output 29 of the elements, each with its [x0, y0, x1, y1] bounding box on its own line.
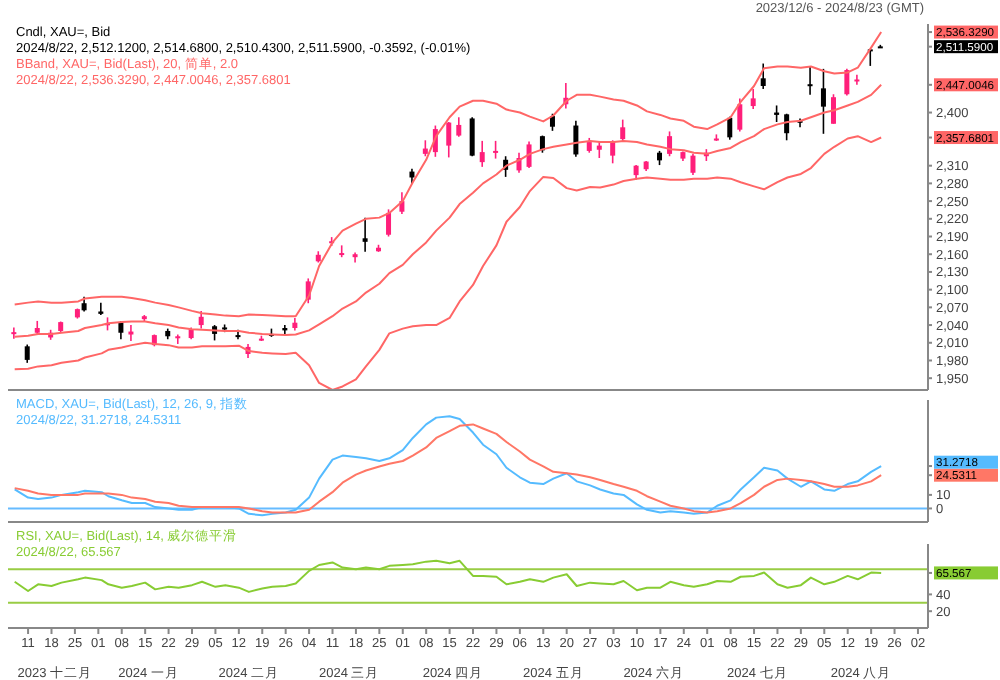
candlestick: [479, 140, 485, 168]
candlestick: [620, 118, 626, 143]
candlestick: [830, 93, 836, 125]
line-series: [13, 135, 883, 390]
candlestick: [690, 153, 696, 176]
candlestick: [526, 140, 532, 169]
candlestick: [446, 121, 452, 159]
candlestick: [667, 130, 673, 158]
candlestick: [175, 333, 181, 345]
candlestick: [820, 68, 826, 135]
candlestick: [386, 208, 392, 238]
candlestick: [362, 216, 368, 253]
candlestick: [854, 73, 860, 86]
line-series: [13, 559, 883, 593]
candlestick: [24, 343, 30, 364]
candlestick: [844, 68, 850, 97]
candlestick: [98, 301, 104, 316]
candlestick: [469, 116, 475, 158]
candlestick: [737, 97, 743, 133]
line-series: [13, 83, 883, 338]
candlestick: [750, 88, 756, 110]
candlestick: [610, 139, 616, 165]
candlestick: [11, 326, 17, 340]
candlestick: [128, 324, 134, 342]
candlestick: [339, 244, 345, 258]
candlestick: [573, 120, 579, 158]
candlestick: [760, 62, 766, 90]
candlestick: [807, 66, 813, 96]
candlestick: [456, 116, 462, 138]
